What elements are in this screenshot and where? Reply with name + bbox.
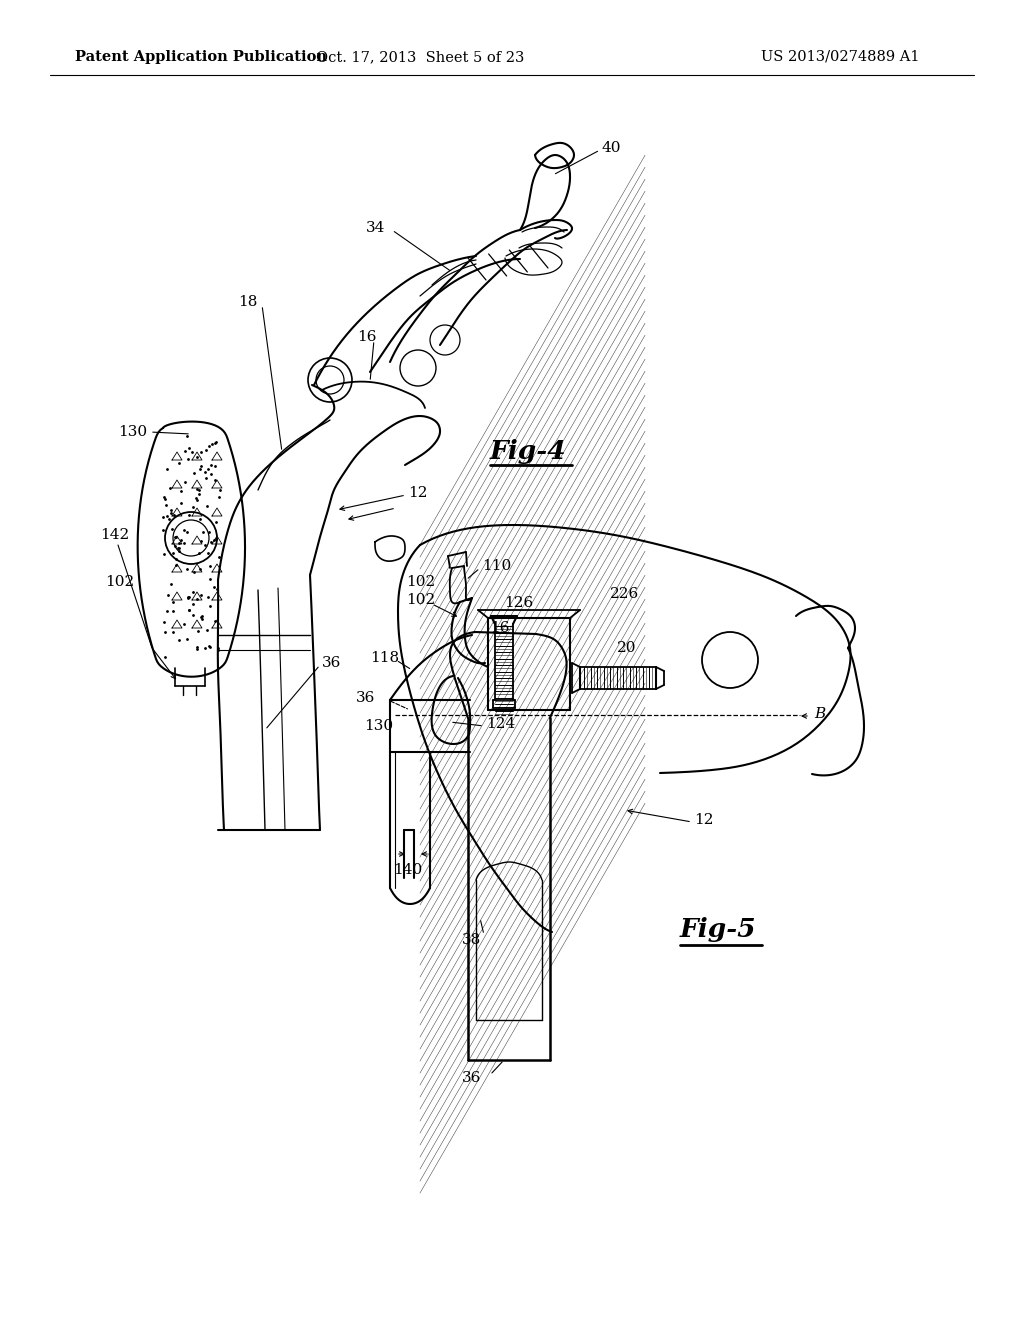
Text: Fig-4: Fig-4 (490, 440, 566, 465)
Text: Oct. 17, 2013  Sheet 5 of 23: Oct. 17, 2013 Sheet 5 of 23 (315, 50, 524, 63)
Text: 102: 102 (105, 576, 134, 589)
Text: 34: 34 (366, 220, 385, 235)
Text: 12: 12 (408, 486, 427, 500)
Text: 18: 18 (238, 294, 257, 309)
Text: 38: 38 (462, 933, 481, 946)
Text: Patent Application Publication: Patent Application Publication (75, 50, 327, 63)
Text: 130: 130 (364, 719, 393, 733)
Text: 226: 226 (610, 587, 639, 601)
Text: 40: 40 (602, 141, 622, 154)
Text: US 2013/0274889 A1: US 2013/0274889 A1 (761, 50, 920, 63)
Text: 140: 140 (393, 863, 423, 876)
Text: 36: 36 (356, 690, 376, 705)
Text: 130: 130 (118, 425, 147, 440)
Text: 126: 126 (504, 597, 534, 610)
Text: 110: 110 (482, 558, 511, 573)
Text: 12: 12 (694, 813, 714, 828)
Text: 16: 16 (357, 330, 377, 345)
Text: 118: 118 (370, 651, 399, 665)
Text: 20: 20 (617, 642, 637, 655)
Text: Fig-5: Fig-5 (680, 917, 757, 942)
Text: 36: 36 (462, 1071, 481, 1085)
Text: B: B (814, 708, 825, 721)
Text: 142: 142 (100, 528, 129, 543)
Text: 102: 102 (406, 576, 435, 589)
Text: 102: 102 (406, 593, 435, 607)
Text: 16: 16 (490, 620, 510, 635)
Text: 36: 36 (322, 656, 341, 671)
Text: 124: 124 (486, 717, 515, 731)
